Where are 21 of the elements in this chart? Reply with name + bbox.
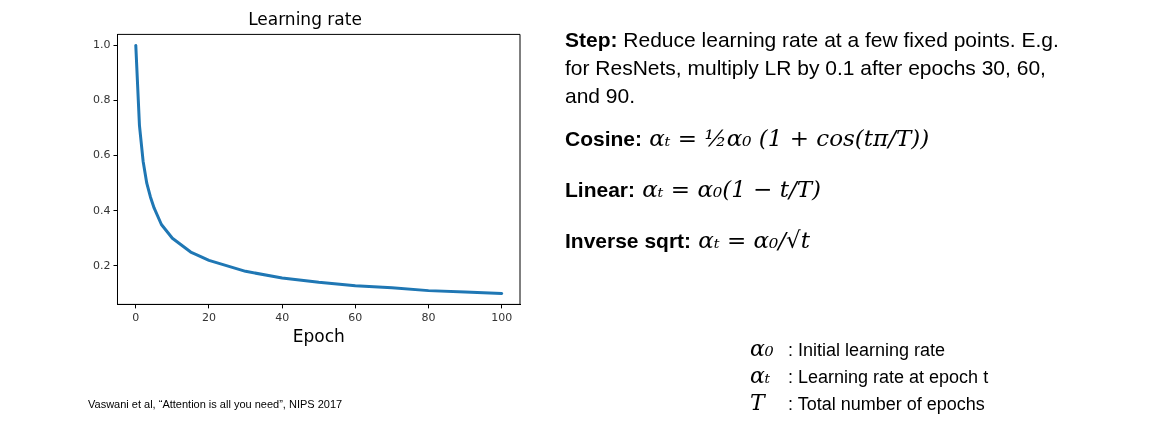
text: Vaswani et al, “Attention is all you need”, NIPS 2017 bbox=[88, 398, 343, 410]
x-tick-label: 40 bbox=[275, 310, 290, 324]
y-tick-label: 0.2 bbox=[92, 258, 111, 272]
text: Cosine: αₜ = ½α₀ (1 + cos(tπ/T)) bbox=[565, 125, 930, 151]
x-tick-label: 0 bbox=[132, 310, 140, 324]
x-tick-label: 100 bbox=[491, 310, 513, 324]
text: α₀ : Initial learning rate bbox=[750, 336, 947, 363]
text: Inverse sqrt: αₜ = α₀/√t bbox=[565, 227, 810, 253]
y-tick-label: 0.4 bbox=[92, 203, 111, 217]
text: αₜ : Learning rate at epoch t bbox=[750, 363, 989, 390]
chart-title: Learning rate bbox=[248, 8, 362, 29]
x-tick-label: 60 bbox=[348, 310, 363, 324]
text: Step: Reduce learning rate at a few fixed points. E.g. for ResNets, multiply LR by 0.1 after epochs 30, 60, and 90. bbox=[565, 27, 1060, 109]
x-axis-title: Epoch bbox=[292, 326, 345, 347]
y-tick-label: 0.8 bbox=[92, 93, 111, 107]
x-tick-label: 20 bbox=[201, 310, 216, 324]
y-tick-label: 1.0 bbox=[92, 38, 111, 52]
x-tick-label: 80 bbox=[421, 310, 436, 324]
text: T : Total number of epochs bbox=[750, 390, 986, 417]
text: Linear: αₜ = α₀(1 − t/T) bbox=[565, 176, 821, 202]
y-tick-label: 0.6 bbox=[92, 148, 111, 162]
